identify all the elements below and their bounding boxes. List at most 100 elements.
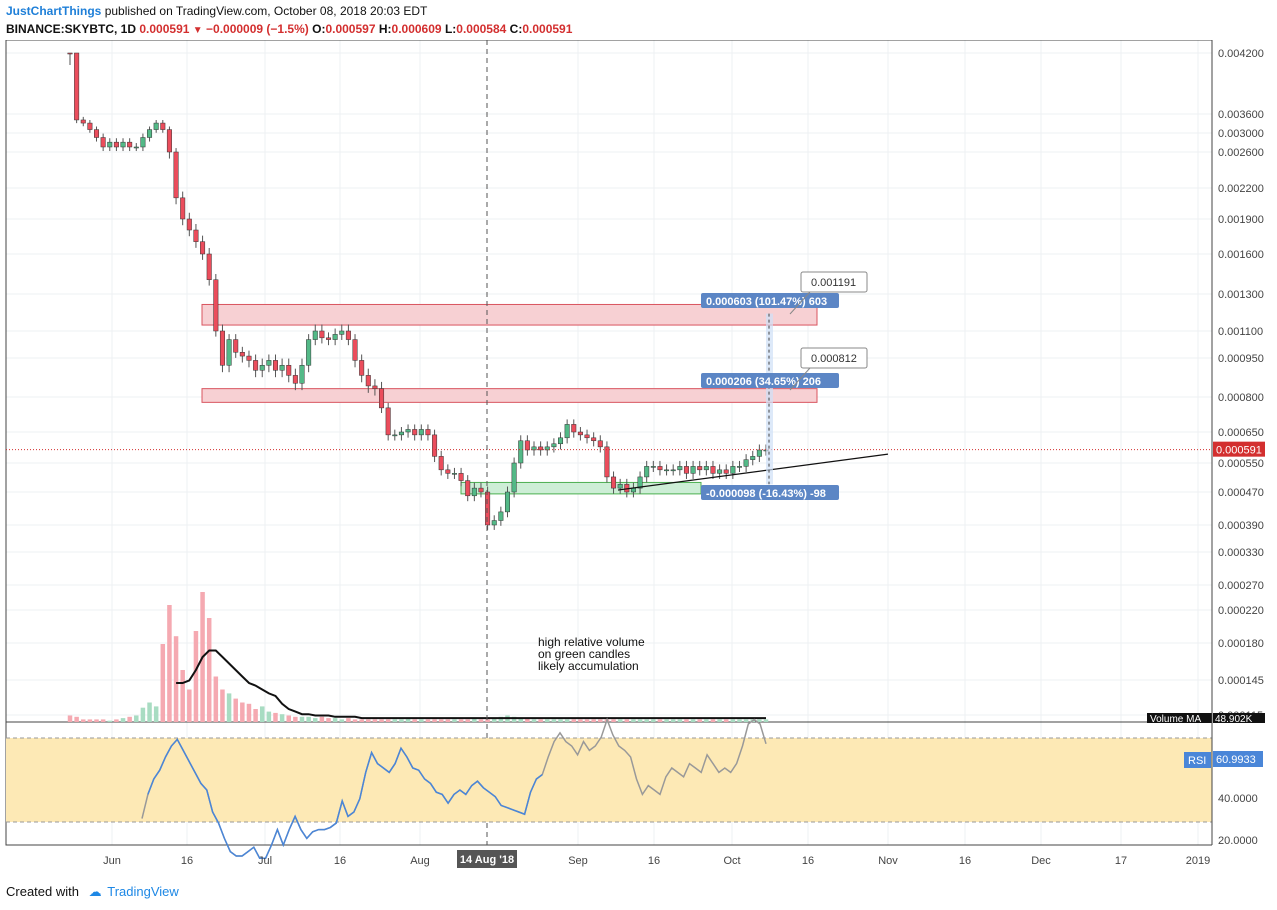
resistance-zone [201,303,818,326]
candle-body [697,466,703,471]
volume-bar [306,716,311,722]
volume-bars [67,592,769,722]
volume-ma-value: 48.902K [1215,714,1253,725]
time-tick: 16 [802,855,814,867]
volume-bar [167,605,172,722]
candle-body [359,360,365,376]
candle-body [365,375,371,387]
time-tick: 16 [959,855,971,867]
high-value: 0.000609 [391,22,442,36]
candle-body [332,334,338,340]
price-tick: 0.000220 [1218,605,1264,617]
close-value: 0.000591 [522,22,573,36]
candle-body [597,440,603,448]
candle-body [445,469,451,474]
tradingview-brand[interactable]: TradingView [107,884,179,899]
volume-bar [757,719,762,722]
price-tick: 0.000800 [1218,392,1264,404]
candles [67,52,769,530]
author-link[interactable]: JustChartThings [6,4,102,18]
candle-body [239,352,245,357]
volume-bar [419,719,424,722]
overlay: 0.000603 (101.47%) 603 0.001191 0.000206 (… [6,40,1212,845]
time-tick: Aug [410,855,430,867]
volume-bar [598,719,603,722]
candle-body [100,137,106,148]
volume-bar [293,716,298,722]
volume-bar [107,720,113,722]
candle-body [498,511,504,521]
candle-body [120,141,126,148]
current-price-badge [1213,441,1265,457]
candle-body [564,424,570,439]
volume-bar [140,707,146,722]
price-tick: 0.002600 [1218,147,1264,159]
price-chart[interactable]: 0.000603 (101.47%) 603 0.001191 0.000206 (… [0,40,1277,910]
measure-label-bg [701,293,839,308]
volume-bar [339,719,345,722]
time-tick: 17 [1115,855,1127,867]
candle-body [637,476,643,489]
volume-bar [511,716,517,722]
candle-body [326,337,332,340]
volume-bar [134,715,139,722]
candle-body [94,129,100,138]
candle-body [372,385,378,389]
volume-bar [637,719,643,722]
volume-bar [710,719,716,722]
volume-ma-line [176,649,766,720]
price-tick: 0.000270 [1218,580,1264,592]
volume-bar [684,719,689,722]
tradingview-logo-icon[interactable]: ☁ [88,884,102,899]
volume-bar [584,719,590,722]
volume-bar [326,718,331,722]
volume-bar [617,719,623,722]
footer: Created with ☁ TradingView [6,884,179,900]
volume-ma-label-bg [1147,713,1212,723]
time-tick: Sep [568,855,588,867]
candle-body [279,365,285,371]
candle-body [551,443,557,448]
candle-body [451,473,457,475]
volume-bar [120,718,126,722]
volume-bar [697,719,702,722]
candle-body [750,456,756,460]
high-label: H: [378,22,392,36]
volume-bar [743,719,749,722]
candle-body [657,466,663,471]
volume-bar [352,719,358,722]
volume-bar [551,719,557,722]
volume-bar [127,716,132,722]
volume-bar [644,719,649,722]
candle-body [140,137,146,148]
low-value: 0.000584 [456,22,507,36]
down-arrow-icon: ▼ [192,25,203,36]
volume-bar [379,719,384,722]
candle-body [213,279,219,332]
candle-body [345,330,351,340]
annotation-text: on green candles [538,647,630,661]
candle-body [379,388,385,409]
volume-bar [246,703,252,722]
candle-body [425,429,431,436]
annotation-text: likely accumulation [538,659,639,673]
candle-body [266,360,272,366]
volume-bar [319,716,325,722]
candle-body [584,434,590,439]
candle-body [591,437,597,442]
price-tick: 0.000180 [1218,638,1264,650]
volume-bar [465,719,470,722]
price-tick: 0.000650 [1218,427,1264,439]
candle-body [511,462,517,493]
candle-body [352,339,358,361]
candle-body [703,466,709,471]
candle-body [736,466,742,468]
candle-body [544,446,550,451]
volume-bar [763,719,769,722]
time-highlight-bg [457,850,517,868]
volume-bar [737,719,742,722]
target-pointer [789,367,811,391]
candle-body [677,466,683,471]
time-axis: Jun 16 Jul 16 Aug Sep 16 Oct 16 Nov 16 Dec 17 2019 14 … [103,850,1210,868]
candle-body [485,491,491,526]
